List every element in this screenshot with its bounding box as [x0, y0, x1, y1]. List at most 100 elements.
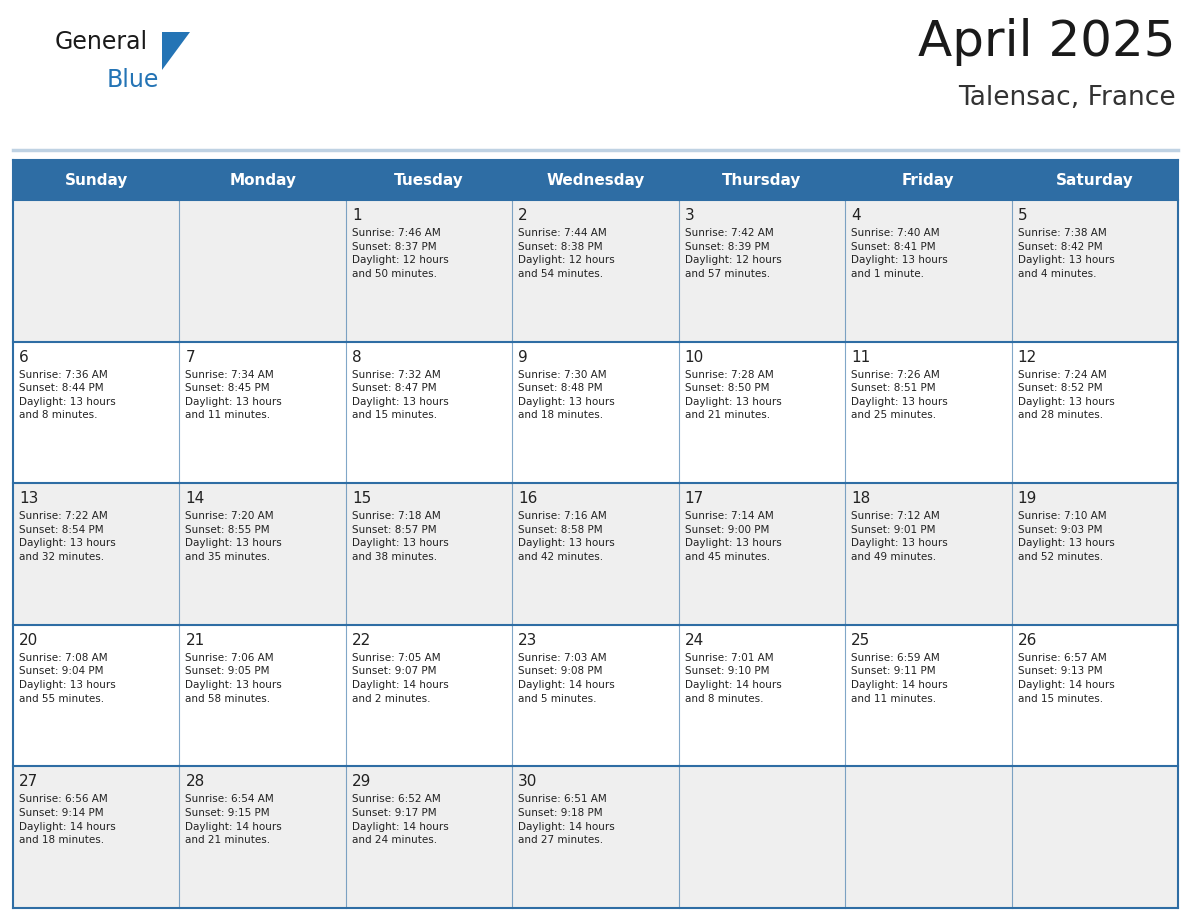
Text: Friday: Friday	[902, 173, 955, 187]
Text: Wednesday: Wednesday	[546, 173, 645, 187]
Text: Monday: Monday	[229, 173, 296, 187]
Text: 10: 10	[684, 350, 704, 364]
Text: 3: 3	[684, 208, 695, 223]
Text: Saturday: Saturday	[1056, 173, 1133, 187]
Text: 21: 21	[185, 633, 204, 648]
Text: 12: 12	[1018, 350, 1037, 364]
Text: Sunrise: 7:42 AM
Sunset: 8:39 PM
Daylight: 12 hours
and 57 minutes.: Sunrise: 7:42 AM Sunset: 8:39 PM Dayligh…	[684, 228, 782, 279]
Bar	[1011, 341, 1178, 483]
Text: Sunrise: 7:01 AM
Sunset: 9:10 PM
Daylight: 14 hours
and 8 minutes.: Sunrise: 7:01 AM Sunset: 9:10 PM Dayligh…	[684, 653, 782, 703]
Bar	[1011, 767, 1178, 908]
Bar	[346, 200, 512, 341]
Bar	[678, 625, 845, 767]
Text: Sunrise: 6:54 AM
Sunset: 9:15 PM
Daylight: 14 hours
and 21 minutes.: Sunrise: 6:54 AM Sunset: 9:15 PM Dayligh…	[185, 794, 283, 845]
Bar	[13, 160, 1178, 200]
Text: 27: 27	[19, 775, 38, 789]
Text: Sunday: Sunday	[64, 173, 128, 187]
Text: Tuesday: Tuesday	[394, 173, 465, 187]
Text: 17: 17	[684, 491, 704, 506]
Text: General: General	[55, 30, 148, 54]
Text: Sunrise: 7:44 AM
Sunset: 8:38 PM
Daylight: 12 hours
and 54 minutes.: Sunrise: 7:44 AM Sunset: 8:38 PM Dayligh…	[518, 228, 615, 279]
Text: Sunrise: 6:51 AM
Sunset: 9:18 PM
Daylight: 14 hours
and 27 minutes.: Sunrise: 6:51 AM Sunset: 9:18 PM Dayligh…	[518, 794, 615, 845]
Bar	[346, 625, 512, 767]
Text: 13: 13	[19, 491, 38, 506]
Text: 29: 29	[352, 775, 371, 789]
Text: 9: 9	[518, 350, 527, 364]
Text: Sunrise: 6:59 AM
Sunset: 9:11 PM
Daylight: 14 hours
and 11 minutes.: Sunrise: 6:59 AM Sunset: 9:11 PM Dayligh…	[851, 653, 948, 703]
Text: April 2025: April 2025	[918, 18, 1176, 66]
Text: Sunrise: 7:26 AM
Sunset: 8:51 PM
Daylight: 13 hours
and 25 minutes.: Sunrise: 7:26 AM Sunset: 8:51 PM Dayligh…	[851, 370, 948, 420]
Bar	[179, 341, 346, 483]
Text: 2: 2	[518, 208, 527, 223]
Text: 23: 23	[518, 633, 538, 648]
Text: Sunrise: 7:32 AM
Sunset: 8:47 PM
Daylight: 13 hours
and 15 minutes.: Sunrise: 7:32 AM Sunset: 8:47 PM Dayligh…	[352, 370, 449, 420]
Text: 20: 20	[19, 633, 38, 648]
Text: 4: 4	[851, 208, 861, 223]
Text: Sunrise: 7:36 AM
Sunset: 8:44 PM
Daylight: 13 hours
and 8 minutes.: Sunrise: 7:36 AM Sunset: 8:44 PM Dayligh…	[19, 370, 115, 420]
Text: Talensac, France: Talensac, France	[959, 85, 1176, 111]
Bar	[678, 200, 845, 341]
Bar	[13, 483, 179, 625]
Bar	[179, 200, 346, 341]
Text: 14: 14	[185, 491, 204, 506]
Text: Sunrise: 7:08 AM
Sunset: 9:04 PM
Daylight: 13 hours
and 55 minutes.: Sunrise: 7:08 AM Sunset: 9:04 PM Dayligh…	[19, 653, 115, 703]
Text: 15: 15	[352, 491, 371, 506]
Bar	[845, 341, 1011, 483]
Bar	[346, 341, 512, 483]
Text: 26: 26	[1018, 633, 1037, 648]
Bar	[845, 767, 1011, 908]
Text: 28: 28	[185, 775, 204, 789]
Text: Sunrise: 6:56 AM
Sunset: 9:14 PM
Daylight: 14 hours
and 18 minutes.: Sunrise: 6:56 AM Sunset: 9:14 PM Dayligh…	[19, 794, 115, 845]
Bar	[512, 767, 678, 908]
Bar	[179, 625, 346, 767]
Text: Blue: Blue	[107, 68, 159, 92]
Text: Sunrise: 7:22 AM
Sunset: 8:54 PM
Daylight: 13 hours
and 32 minutes.: Sunrise: 7:22 AM Sunset: 8:54 PM Dayligh…	[19, 511, 115, 562]
Bar	[1011, 200, 1178, 341]
Text: 22: 22	[352, 633, 371, 648]
Text: Sunrise: 7:46 AM
Sunset: 8:37 PM
Daylight: 12 hours
and 50 minutes.: Sunrise: 7:46 AM Sunset: 8:37 PM Dayligh…	[352, 228, 449, 279]
Text: 30: 30	[518, 775, 538, 789]
Text: Sunrise: 6:57 AM
Sunset: 9:13 PM
Daylight: 14 hours
and 15 minutes.: Sunrise: 6:57 AM Sunset: 9:13 PM Dayligh…	[1018, 653, 1114, 703]
Bar	[1011, 483, 1178, 625]
Bar	[13, 200, 179, 341]
Text: Sunrise: 7:40 AM
Sunset: 8:41 PM
Daylight: 13 hours
and 1 minute.: Sunrise: 7:40 AM Sunset: 8:41 PM Dayligh…	[851, 228, 948, 279]
Text: Thursday: Thursday	[722, 173, 802, 187]
Bar	[1011, 625, 1178, 767]
Text: 6: 6	[19, 350, 29, 364]
Text: Sunrise: 7:14 AM
Sunset: 9:00 PM
Daylight: 13 hours
and 45 minutes.: Sunrise: 7:14 AM Sunset: 9:00 PM Dayligh…	[684, 511, 782, 562]
Text: 16: 16	[518, 491, 538, 506]
Text: 5: 5	[1018, 208, 1028, 223]
Text: Sunrise: 7:16 AM
Sunset: 8:58 PM
Daylight: 13 hours
and 42 minutes.: Sunrise: 7:16 AM Sunset: 8:58 PM Dayligh…	[518, 511, 615, 562]
Text: Sunrise: 7:10 AM
Sunset: 9:03 PM
Daylight: 13 hours
and 52 minutes.: Sunrise: 7:10 AM Sunset: 9:03 PM Dayligh…	[1018, 511, 1114, 562]
Bar	[179, 483, 346, 625]
Bar	[845, 625, 1011, 767]
Text: Sunrise: 7:12 AM
Sunset: 9:01 PM
Daylight: 13 hours
and 49 minutes.: Sunrise: 7:12 AM Sunset: 9:01 PM Dayligh…	[851, 511, 948, 562]
Text: Sunrise: 7:03 AM
Sunset: 9:08 PM
Daylight: 14 hours
and 5 minutes.: Sunrise: 7:03 AM Sunset: 9:08 PM Dayligh…	[518, 653, 615, 703]
Text: 7: 7	[185, 350, 195, 364]
Bar	[512, 341, 678, 483]
Text: Sunrise: 6:52 AM
Sunset: 9:17 PM
Daylight: 14 hours
and 24 minutes.: Sunrise: 6:52 AM Sunset: 9:17 PM Dayligh…	[352, 794, 449, 845]
Bar	[678, 767, 845, 908]
Bar	[13, 767, 179, 908]
Text: Sunrise: 7:20 AM
Sunset: 8:55 PM
Daylight: 13 hours
and 35 minutes.: Sunrise: 7:20 AM Sunset: 8:55 PM Dayligh…	[185, 511, 283, 562]
Text: 24: 24	[684, 633, 704, 648]
Bar	[678, 341, 845, 483]
Text: 8: 8	[352, 350, 361, 364]
Bar	[512, 483, 678, 625]
Bar	[845, 483, 1011, 625]
Bar	[678, 483, 845, 625]
Text: 11: 11	[851, 350, 871, 364]
Text: 25: 25	[851, 633, 871, 648]
Text: Sunrise: 7:30 AM
Sunset: 8:48 PM
Daylight: 13 hours
and 18 minutes.: Sunrise: 7:30 AM Sunset: 8:48 PM Dayligh…	[518, 370, 615, 420]
Bar	[13, 625, 179, 767]
Text: 18: 18	[851, 491, 871, 506]
Bar	[179, 767, 346, 908]
Text: 1: 1	[352, 208, 361, 223]
Text: Sunrise: 7:38 AM
Sunset: 8:42 PM
Daylight: 13 hours
and 4 minutes.: Sunrise: 7:38 AM Sunset: 8:42 PM Dayligh…	[1018, 228, 1114, 279]
Bar	[845, 200, 1011, 341]
Text: Sunrise: 7:34 AM
Sunset: 8:45 PM
Daylight: 13 hours
and 11 minutes.: Sunrise: 7:34 AM Sunset: 8:45 PM Dayligh…	[185, 370, 283, 420]
Polygon shape	[162, 32, 190, 70]
Bar	[13, 341, 179, 483]
Text: Sunrise: 7:18 AM
Sunset: 8:57 PM
Daylight: 13 hours
and 38 minutes.: Sunrise: 7:18 AM Sunset: 8:57 PM Dayligh…	[352, 511, 449, 562]
Bar	[346, 767, 512, 908]
